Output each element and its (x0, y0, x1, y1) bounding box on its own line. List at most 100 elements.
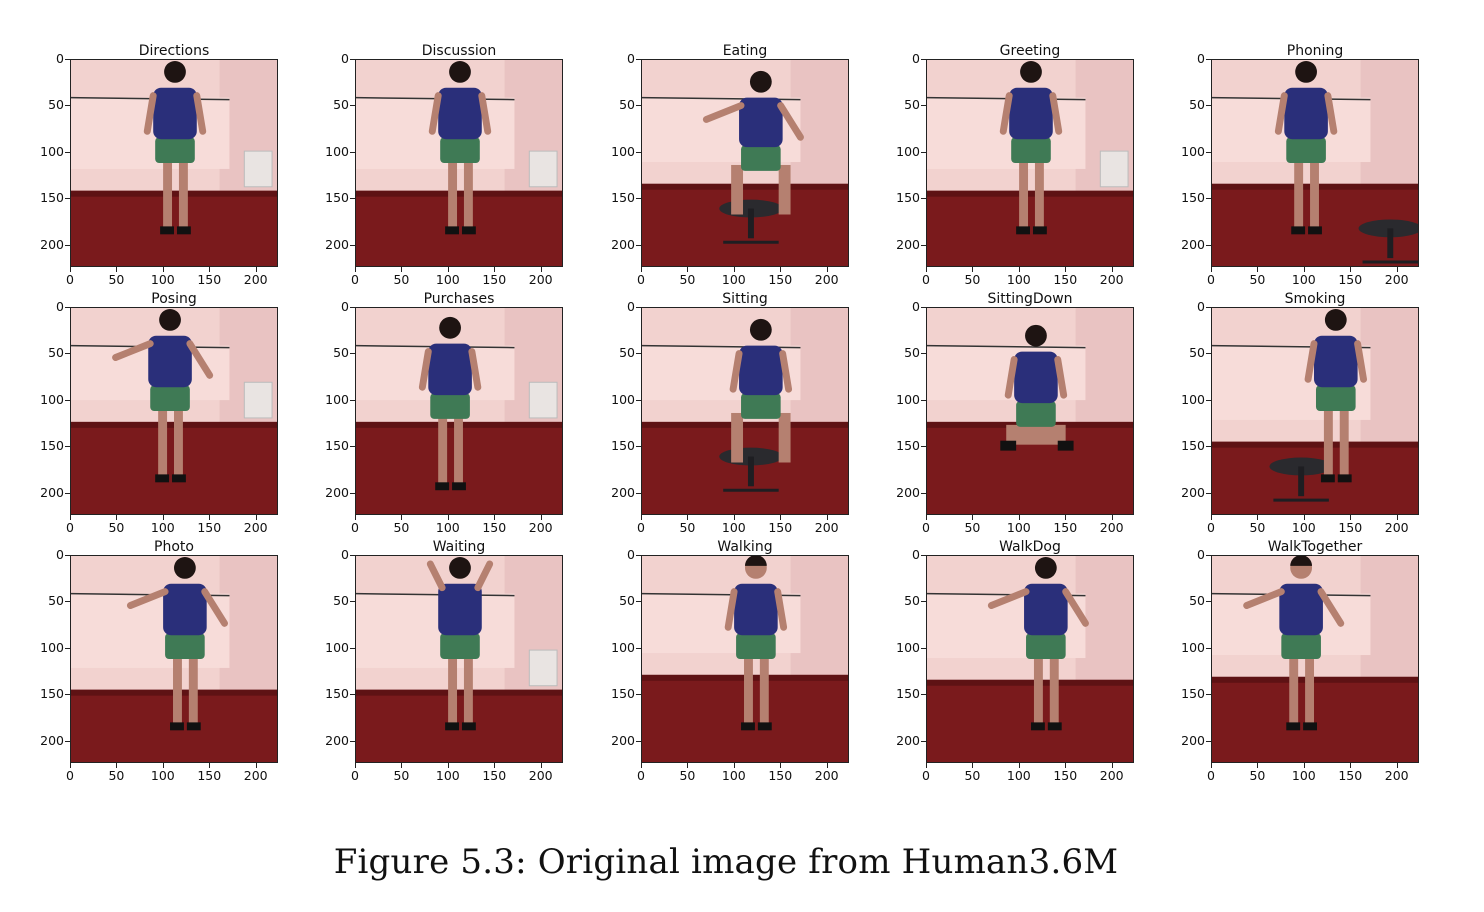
right-arm (1324, 92, 1338, 135)
head (749, 70, 772, 93)
x-tick-mark (926, 267, 927, 272)
y-tick-label: 200 (611, 236, 635, 252)
x-tick-mark (116, 515, 118, 520)
figure-grid: Directions 0 50 100 150 200 0 50 100 150 200 Discus… (0, 43, 1419, 803)
x-tick-mark (926, 515, 927, 520)
y-tick-label: 0 (1197, 51, 1205, 66)
y-tick-mark (636, 307, 641, 308)
head (449, 556, 471, 579)
right-leg (178, 161, 188, 231)
shirt (1314, 335, 1358, 388)
left-leg (438, 416, 448, 487)
x-tick-mark (733, 267, 735, 272)
left-arm (112, 340, 154, 361)
floor-edge (356, 190, 562, 197)
y-tick-label: 200 (611, 484, 635, 500)
right-shoe (461, 722, 476, 731)
x-tick-label: 150 (1053, 520, 1078, 535)
image-panel: WalkDog 0 50 100 150 200 0 50 100 150 200 (856, 539, 1134, 803)
shirt (1009, 87, 1053, 140)
x-tick-mark (1065, 763, 1067, 768)
right-leg (778, 164, 791, 215)
y-tick-mark (350, 555, 355, 556)
y-tick-mark (1206, 647, 1211, 649)
y-tick-mark (1206, 244, 1211, 246)
image-panel: Smoking 0 50 100 150 200 0 50 100 150 200 (1141, 291, 1419, 555)
x-tick-mark (494, 515, 496, 520)
left-leg (1294, 161, 1304, 231)
y-tick-label: 50 (619, 345, 635, 361)
y-tick-label: 100 (896, 391, 920, 407)
x-tick-mark (162, 515, 164, 520)
x-tick-label: 100 (1006, 520, 1031, 535)
x-tick-label: 150 (768, 768, 793, 783)
panel-title: Purchases (423, 291, 495, 307)
x-tick-label: 0 (637, 768, 645, 783)
head (159, 308, 181, 331)
y-tick-mark (350, 694, 355, 696)
scene-drawing (71, 556, 277, 762)
x-tick-mark (116, 763, 118, 768)
y-tick-label: 0 (1197, 299, 1205, 314)
y-tick-label: 200 (325, 484, 349, 500)
y-tick-mark (350, 244, 355, 246)
x-tick-label: 200 (528, 520, 553, 535)
left-leg (744, 657, 753, 727)
y-tick-label: 0 (912, 299, 920, 314)
floor-edge (927, 190, 1133, 197)
x-tick-mark (1111, 267, 1113, 272)
left-arm (729, 350, 743, 393)
y-tick-label: 50 (1189, 593, 1205, 609)
x-tick-mark (780, 515, 782, 520)
right-arm (774, 588, 788, 631)
scene-image (355, 555, 563, 763)
x-tick-label: 0 (922, 272, 930, 287)
x-tick-mark (926, 763, 927, 768)
scene-image (70, 59, 278, 267)
y-tick-label: 0 (341, 547, 349, 562)
x-tick-label: 200 (1384, 768, 1409, 783)
head (164, 60, 186, 83)
x-tick-mark (733, 763, 735, 768)
shorts (430, 393, 470, 419)
y-tick-label: 150 (611, 686, 635, 702)
x-tick-label: 200 (528, 768, 553, 783)
x-tick-mark (1211, 515, 1212, 520)
head (174, 556, 196, 579)
x-tick-mark (687, 515, 689, 520)
y-tick-label: 150 (896, 438, 920, 454)
radiator (243, 381, 273, 419)
figure-caption: Figure 5.3: Original image from Human3.6… (333, 842, 1119, 882)
x-tick-mark (209, 763, 211, 768)
x-tick-mark (494, 267, 496, 272)
image-panel: Posing 0 50 100 150 200 0 50 100 150 200 (0, 291, 278, 555)
y-tick-mark (350, 198, 355, 200)
y-tick-mark (921, 59, 926, 60)
x-tick-label: 50 (393, 272, 410, 287)
chair-post (747, 208, 754, 239)
right-leg (1034, 161, 1044, 231)
panel-title: Directions (138, 43, 210, 59)
y-tick-mark (1206, 105, 1211, 107)
x-tick-mark (972, 763, 974, 768)
panel-title: Eating (722, 43, 768, 59)
x-tick-mark (70, 763, 71, 768)
right-arm (1062, 588, 1089, 627)
right-shoe (1032, 226, 1047, 235)
x-tick-label: 0 (66, 520, 74, 535)
x-tick-mark (1111, 763, 1113, 768)
y-tick-label: 200 (1181, 236, 1205, 252)
right-leg (1305, 657, 1315, 727)
scene-image (926, 555, 1134, 763)
x-tick-mark (255, 267, 257, 272)
y-tick-label: 50 (48, 345, 64, 361)
x-tick-mark (70, 515, 71, 520)
y-tick-label: 100 (1181, 639, 1205, 655)
left-arm (1274, 92, 1288, 135)
y-tick-mark (1206, 151, 1211, 153)
x-tick-mark (116, 267, 118, 272)
y-tick-mark (65, 446, 70, 448)
y-tick-mark (350, 59, 355, 60)
right-arm (1354, 340, 1367, 383)
left-leg (731, 164, 744, 215)
